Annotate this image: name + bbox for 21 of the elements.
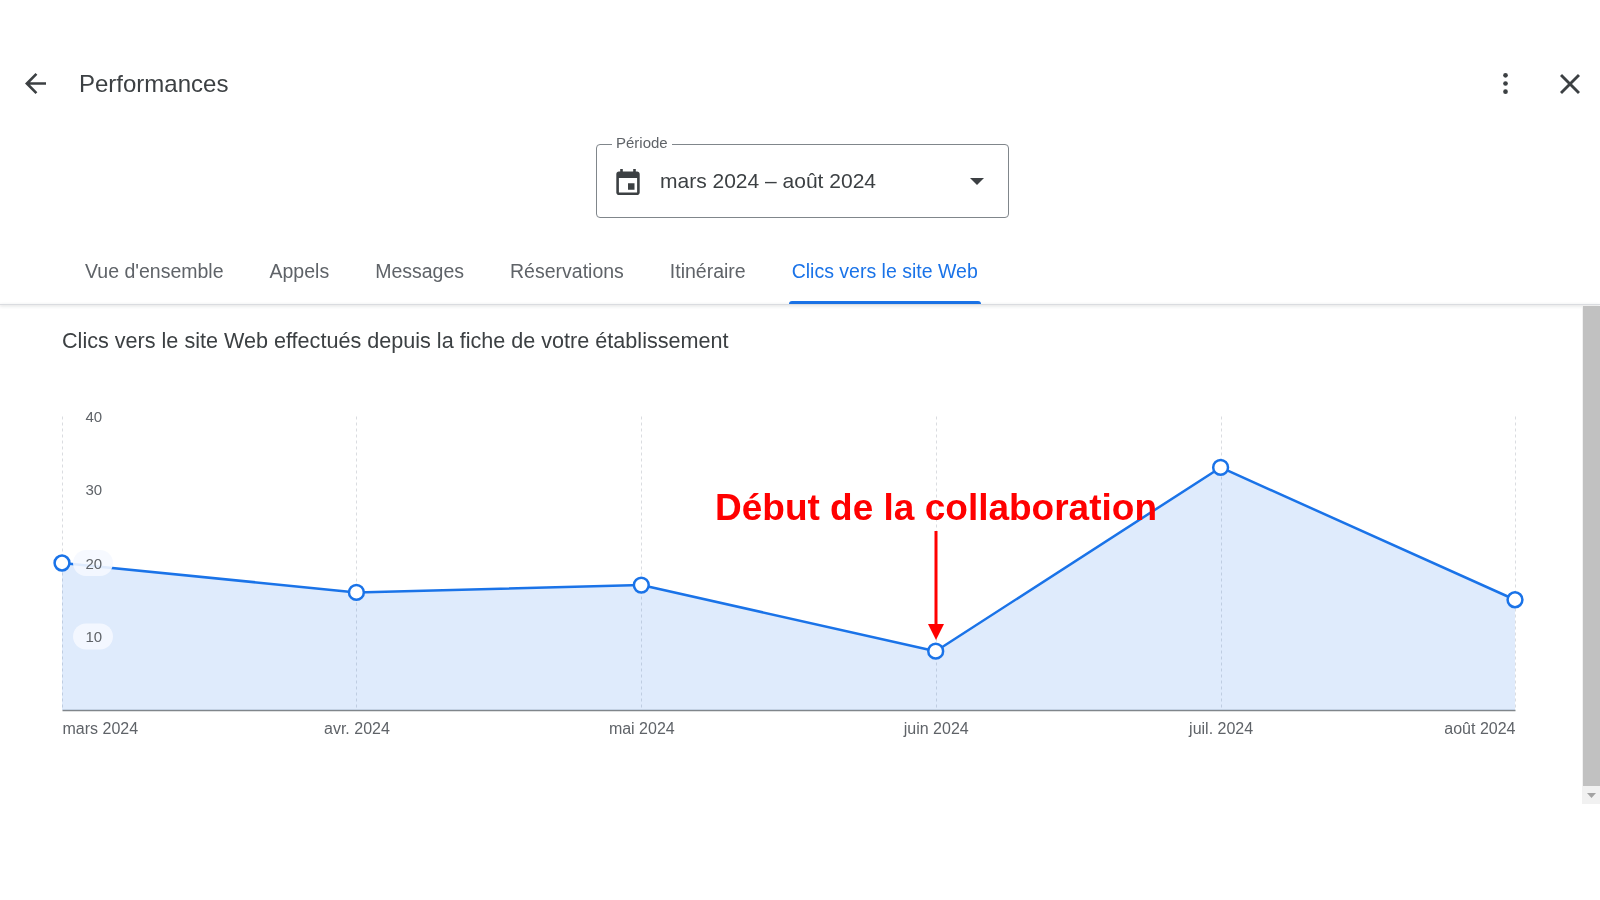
chart-subtitle: Clics vers le site Web effectués depuis la fiche de votre établissement (62, 328, 729, 353)
text: Appels (269, 260, 330, 282)
annotation: Début de la collaboration (714, 486, 1158, 530)
y-tick-label: 40 (85, 407, 103, 425)
x-tick-label: juil. 2024 (1188, 719, 1254, 737)
y-tick-label: 10 (85, 628, 103, 645)
x-tick-label: mai 2024 (608, 719, 675, 737)
text: Période (612, 134, 672, 152)
x-tick-label: avr. 2024 (323, 719, 390, 737)
y-tick-label: 30 (85, 481, 103, 498)
text: Réservations (510, 260, 624, 282)
x-tick-label: mars 2024 (62, 719, 139, 737)
x-tick-label: août 2024 (1444, 719, 1516, 737)
y-tick-label: 20 (85, 554, 103, 572)
text: mars 2024 – août 2024 (660, 169, 876, 193)
text: Clics vers le site Web (791, 260, 978, 282)
text: Itinéraire (669, 260, 746, 282)
x-tick-label: juin 2024 (902, 719, 969, 737)
text: Vue d'ensemble (85, 260, 224, 282)
chart-title: Performances (79, 70, 229, 98)
text: Messages (375, 260, 465, 282)
